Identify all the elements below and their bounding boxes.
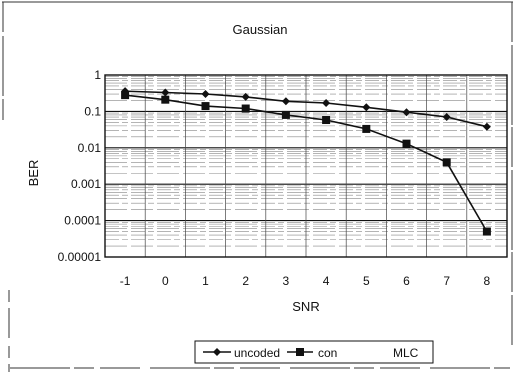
data-point-uncoded	[402, 108, 411, 117]
data-point-con	[362, 124, 371, 133]
x-tick-label: 8	[484, 274, 491, 288]
data-point-uncoded	[442, 113, 451, 122]
data-point-con	[281, 110, 290, 119]
legend-label-mlc: MLC	[393, 346, 419, 360]
y-tick-label: 0.001	[71, 177, 101, 191]
data-point-uncoded	[482, 122, 491, 131]
data-point-con	[482, 227, 491, 236]
x-tick-labels: -1 0 1 2 3 4 5 6 7 8	[120, 274, 491, 288]
y-axis-label: BER	[26, 160, 41, 187]
data-point-con	[402, 139, 411, 148]
data-point-con	[161, 95, 170, 104]
data-point-uncoded	[362, 103, 371, 112]
legend-box	[194, 340, 434, 364]
y-tick-label: 0.00001	[58, 250, 102, 264]
y-tick-label: 0.1	[84, 104, 101, 118]
x-tick-label: -1	[120, 274, 131, 288]
data-point-con	[121, 91, 130, 100]
series-line-con	[125, 94, 488, 233]
x-tick-label: 0	[162, 274, 169, 288]
data-point-con	[322, 116, 331, 125]
x-tick-label: 6	[403, 274, 410, 288]
legend-marker-con	[296, 348, 304, 356]
chart-title: Gaussian	[233, 22, 288, 37]
data-point-con	[442, 158, 451, 167]
legend-marker-uncoded	[213, 348, 221, 356]
plot-area-border	[104, 74, 508, 258]
series-line-uncoded	[125, 90, 488, 128]
y-tick-labels: 1 0.1 0.01 0.001 0.0001 0.00001	[58, 68, 102, 264]
x-tick-label: 4	[323, 274, 330, 288]
data-point-uncoded	[281, 97, 290, 106]
x-tick-label: 3	[283, 274, 290, 288]
data-point-con	[201, 102, 210, 111]
legend-label-uncoded: uncoded	[234, 346, 280, 360]
data-point-uncoded	[201, 90, 210, 99]
y-tick-label: 1	[94, 68, 101, 82]
data-point-uncoded	[161, 88, 170, 97]
x-tick-label: 1	[202, 274, 209, 288]
data-point-uncoded	[322, 99, 331, 108]
y-tick-label: 0.0001	[64, 214, 101, 228]
x-tick-label: 2	[242, 274, 249, 288]
data-point-con	[241, 104, 250, 113]
legend: uncoded con MLC	[194, 340, 434, 364]
x-axis-label: SNR	[292, 299, 319, 314]
series-layer	[121, 87, 491, 236]
x-tick-label: 5	[363, 274, 370, 288]
legend-label-con: con	[318, 346, 337, 360]
x-tick-label: 7	[443, 274, 450, 288]
y-tick-label: 0.01	[78, 141, 102, 155]
grid-layer	[104, 74, 508, 258]
data-point-uncoded	[241, 92, 250, 101]
